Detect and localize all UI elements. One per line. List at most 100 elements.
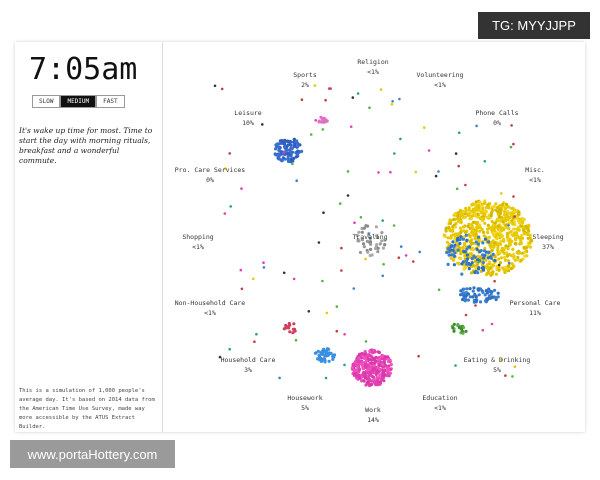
speed-button[interactable]: SLOW bbox=[32, 95, 61, 108]
person-dot bbox=[398, 97, 401, 101]
person-dot bbox=[369, 361, 373, 365]
person-dot bbox=[461, 246, 465, 250]
activity-name: Sleeping bbox=[532, 233, 564, 241]
person-dot bbox=[521, 220, 525, 224]
person-dot bbox=[466, 298, 470, 302]
person-dot bbox=[474, 208, 478, 212]
person-dot bbox=[376, 370, 380, 374]
person-dot bbox=[451, 326, 455, 330]
person-dot bbox=[490, 219, 494, 224]
activity-label: Leisure 10% bbox=[234, 108, 261, 128]
person-dot bbox=[491, 264, 495, 268]
person-dot bbox=[293, 329, 297, 333]
person-dot bbox=[461, 237, 465, 241]
activity-share: 10% bbox=[242, 119, 254, 127]
person-dot bbox=[277, 148, 281, 152]
person-dot bbox=[493, 255, 497, 259]
person-dot bbox=[262, 266, 266, 269]
person-dot bbox=[357, 230, 361, 234]
person-dot bbox=[477, 235, 481, 239]
person-dot bbox=[369, 242, 373, 246]
person-dot bbox=[499, 239, 503, 243]
person-dot bbox=[360, 352, 364, 356]
person-dot bbox=[464, 208, 468, 213]
person-dot bbox=[488, 266, 492, 270]
person-dot bbox=[497, 263, 501, 267]
person-dot bbox=[489, 245, 493, 249]
person-dot bbox=[496, 224, 500, 228]
person-dot bbox=[286, 159, 291, 163]
person-dot bbox=[369, 383, 373, 387]
person-dot bbox=[356, 92, 360, 95]
person-dot bbox=[471, 202, 475, 206]
person-dot bbox=[363, 356, 367, 360]
person-dot bbox=[376, 250, 380, 254]
person-dot bbox=[509, 267, 513, 271]
person-dot bbox=[378, 356, 382, 360]
person-dot bbox=[491, 239, 495, 243]
speed-button[interactable]: MEDIUM bbox=[60, 95, 97, 108]
person-dot bbox=[366, 250, 370, 254]
person-dot bbox=[471, 264, 476, 268]
activity-name: Work bbox=[365, 406, 381, 414]
activity-share: 14% bbox=[367, 416, 379, 424]
person-dot bbox=[465, 262, 469, 266]
person-dot bbox=[515, 227, 519, 231]
person-dot bbox=[520, 233, 524, 237]
activity-name: Shopping bbox=[182, 233, 214, 241]
person-dot bbox=[492, 245, 496, 249]
person-dot bbox=[291, 162, 294, 166]
person-dot bbox=[361, 361, 365, 365]
person-dot bbox=[528, 241, 532, 245]
person-dot bbox=[497, 268, 501, 272]
person-dot bbox=[391, 100, 394, 103]
person-dot bbox=[516, 255, 520, 260]
person-dot bbox=[512, 142, 515, 146]
person-dot bbox=[366, 371, 370, 375]
person-dot bbox=[383, 243, 387, 247]
person-dot bbox=[228, 347, 231, 351]
person-dot bbox=[346, 194, 350, 197]
person-dot bbox=[387, 374, 391, 378]
person-dot bbox=[274, 153, 278, 157]
person-dot bbox=[358, 250, 363, 255]
person-dot bbox=[526, 236, 530, 240]
person-dot bbox=[454, 364, 457, 367]
person-dot bbox=[453, 251, 457, 255]
person-dot bbox=[456, 214, 460, 218]
person-dot bbox=[295, 139, 299, 143]
person-dot bbox=[274, 147, 278, 151]
person-dot bbox=[461, 225, 466, 229]
person-dot bbox=[368, 354, 373, 358]
person-dot bbox=[504, 215, 508, 219]
person-dot bbox=[353, 360, 357, 364]
person-dot bbox=[480, 266, 484, 270]
person-dot bbox=[498, 226, 503, 231]
person-dot bbox=[412, 260, 415, 263]
person-dot bbox=[466, 224, 470, 229]
activity-share: <1% bbox=[529, 176, 541, 184]
person-dot bbox=[292, 144, 296, 149]
activity-name: Personal Care bbox=[509, 299, 561, 307]
person-dot bbox=[487, 206, 491, 210]
person-dot bbox=[514, 209, 518, 213]
activity-name: Misc. bbox=[525, 166, 545, 174]
person-dot bbox=[452, 263, 456, 267]
person-dot bbox=[465, 287, 469, 291]
clock: 7:05am bbox=[29, 52, 138, 87]
person-dot bbox=[288, 142, 292, 146]
person-dot bbox=[371, 364, 375, 368]
person-dot bbox=[487, 235, 491, 239]
activity-label: Education <1% bbox=[422, 393, 457, 413]
person-dot bbox=[452, 217, 456, 222]
person-dot bbox=[300, 149, 304, 153]
person-dot bbox=[505, 235, 509, 239]
person-dot bbox=[364, 340, 368, 343]
person-dot bbox=[366, 380, 370, 384]
person-dot bbox=[296, 144, 300, 148]
person-dot bbox=[491, 270, 495, 274]
speed-button[interactable]: FAST bbox=[96, 95, 125, 108]
person-dot bbox=[494, 272, 498, 276]
person-dot bbox=[292, 277, 296, 281]
person-dot bbox=[508, 242, 512, 246]
